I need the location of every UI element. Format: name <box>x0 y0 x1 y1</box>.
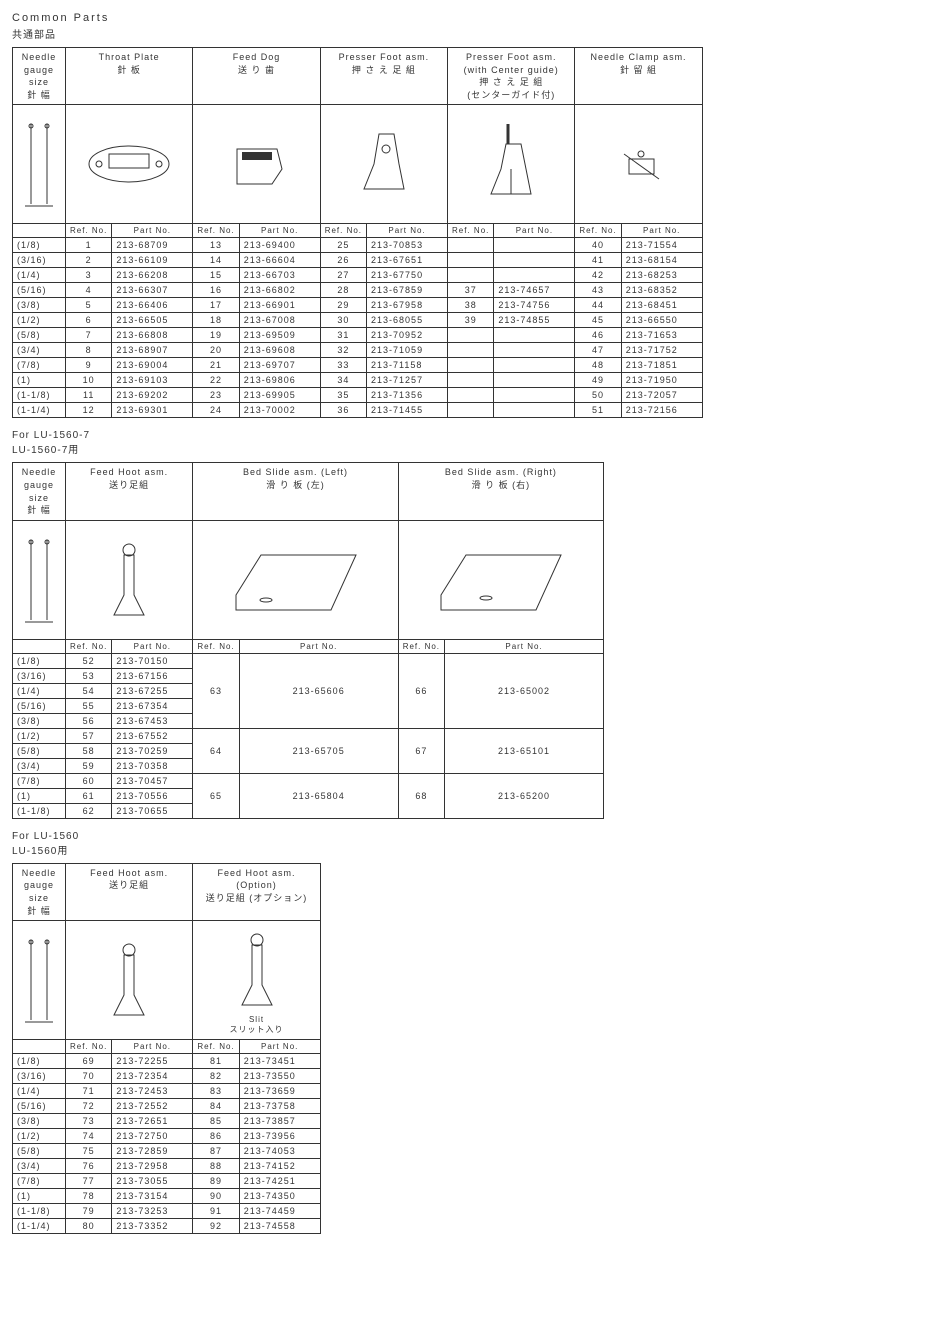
sub-part: Part No. <box>112 224 193 238</box>
img-clamp <box>575 105 702 224</box>
table-row: (1)10213-6910322213-6980634213-712574921… <box>13 373 703 388</box>
table-row: (1)78213-7315490213-74350 <box>13 1189 321 1204</box>
hdr-bed-left: Bed Slide asm. (Left) 滑 り 板 (左) <box>193 463 398 520</box>
presser-foot-icon <box>349 124 419 204</box>
img-bed-left <box>193 520 398 639</box>
bed-slide-left-icon <box>226 540 366 620</box>
hdr-presser: Presser Foot asm. 押 さ え 足 組 <box>320 48 447 105</box>
page-subtitle: 共通部品 <box>12 26 938 41</box>
hdr-bed-right: Bed Slide asm. (Right) 滑 り 板 (右) <box>398 463 603 520</box>
hdr-gauge: Needle gauge size 針 幅 <box>13 48 66 105</box>
table-row: (7/8)9213-6900421213-6970733213-71158482… <box>13 358 703 373</box>
throat-plate-icon <box>84 134 174 194</box>
img-gauge <box>13 105 66 224</box>
page-title: Common Parts <box>12 12 938 24</box>
section2-title: For LU-1560-7LU-1560-7用 <box>12 430 938 456</box>
bed-slide-right-icon <box>431 540 571 620</box>
table-row: (1-1/4)12213-6930124213-7000236213-71455… <box>13 403 703 418</box>
table-row: (3/4)8213-6890720213-6960832213-71059472… <box>13 343 703 358</box>
table-row: (1/4)3213-6620815213-6670327213-67750422… <box>13 268 703 283</box>
table-row: (1-1/4)80213-7335292213-74558 <box>13 1219 321 1234</box>
presser-center-icon <box>476 119 546 209</box>
img-feedhoot2 <box>66 921 193 1040</box>
img-throat <box>66 105 193 224</box>
feed-hoot-icon <box>99 935 159 1025</box>
table-row: (1/8)52213-7015063213-6560666213-65002 <box>13 653 604 668</box>
table-row: (1/8)69213-7225581213-73451 <box>13 1054 321 1069</box>
table-row: (1-1/8)11213-6920223213-6990535213-71356… <box>13 388 703 403</box>
common-parts-table: Needle gauge size 針 幅 Throat Plate 針 板 F… <box>12 47 703 418</box>
feed-hoot-icon <box>99 535 159 625</box>
table-row: (3/16)70213-7235482213-73550 <box>13 1069 321 1084</box>
table-row: (1/2)57213-6755264213-6570567213-65101 <box>13 728 604 743</box>
hdr-presser-center: Presser Foot asm. (with Center guide) 押 … <box>448 48 575 105</box>
img-feedhoot-opt: Slit スリット入り <box>193 921 320 1040</box>
table-row: (1-1/8)79213-7325391213-74459 <box>13 1204 321 1219</box>
hdr-gauge: Needle gauge size 針 幅 <box>13 463 66 520</box>
img-presser-center <box>448 105 575 224</box>
img-feedhoot <box>66 520 193 639</box>
hdr-gauge: Needle gauge size 針 幅 <box>13 863 66 920</box>
hdr-clamp: Needle Clamp asm. 針 留 組 <box>575 48 702 105</box>
table-row: (3/16)2213-6610914213-6660426213-6765141… <box>13 253 703 268</box>
img-gauge2 <box>13 520 66 639</box>
img-gauge3 <box>13 921 66 1040</box>
hdr-feedhoot: Feed Hoot asm. 送り足組 <box>66 463 193 520</box>
hdr-feedhoot: Feed Hoot asm. 送り足組 <box>66 863 193 920</box>
table-row: (1/8)1213-6870913213-6940025213-70853402… <box>13 238 703 253</box>
table-row: (7/8)60213-7045765213-6580468213-65200 <box>13 773 604 788</box>
table-row: (3/4)76213-7295888213-74152 <box>13 1159 321 1174</box>
table-row: (1/4)71213-7245383213-73659 <box>13 1084 321 1099</box>
img-feeddog <box>193 105 320 224</box>
hdr-throat: Throat Plate 針 板 <box>66 48 193 105</box>
lu1560-7-table: Needle gauge size 針 幅 Feed Hoot asm. 送り足… <box>12 462 604 818</box>
slit-label: Slit スリット入り <box>197 1015 315 1035</box>
table-row: (7/8)77213-7305589213-74251 <box>13 1174 321 1189</box>
needle-gauge-icon <box>19 930 59 1030</box>
feed-hoot-opt-icon <box>227 925 287 1015</box>
table-row: (1/2)74213-7275086213-73956 <box>13 1129 321 1144</box>
img-bed-right <box>398 520 603 639</box>
table-row: (5/16)4213-6630716213-6680228213-6785937… <box>13 283 703 298</box>
table-row: (1/2)6213-6650518213-6700830213-68055392… <box>13 313 703 328</box>
hdr-feedhoot-opt: Feed Hoot asm. (Option) 送り足組 (オプション) <box>193 863 320 920</box>
img-presser <box>320 105 447 224</box>
table-row: (5/8)7213-6680819213-6950931213-70952462… <box>13 328 703 343</box>
needle-gauge-icon <box>19 530 59 630</box>
table-row: (3/8)73213-7265185213-73857 <box>13 1114 321 1129</box>
sub-ref: Ref. No. <box>66 224 112 238</box>
table-row: (3/8)5213-6640617213-6690129213-67958382… <box>13 298 703 313</box>
needle-clamp-icon <box>609 134 669 194</box>
hdr-feeddog: Feed Dog 送 り 歯 <box>193 48 320 105</box>
table-row: (5/16)72213-7255284213-73758 <box>13 1099 321 1114</box>
needle-gauge-icon <box>19 114 59 214</box>
section3-title: For LU-1560LU-1560用 <box>12 831 938 857</box>
table-row: (5/8)75213-7285987213-74053 <box>13 1144 321 1159</box>
lu1560-table: Needle gauge size 針 幅 Feed Hoot asm. 送り足… <box>12 863 321 1234</box>
feed-dog-icon <box>222 134 292 194</box>
